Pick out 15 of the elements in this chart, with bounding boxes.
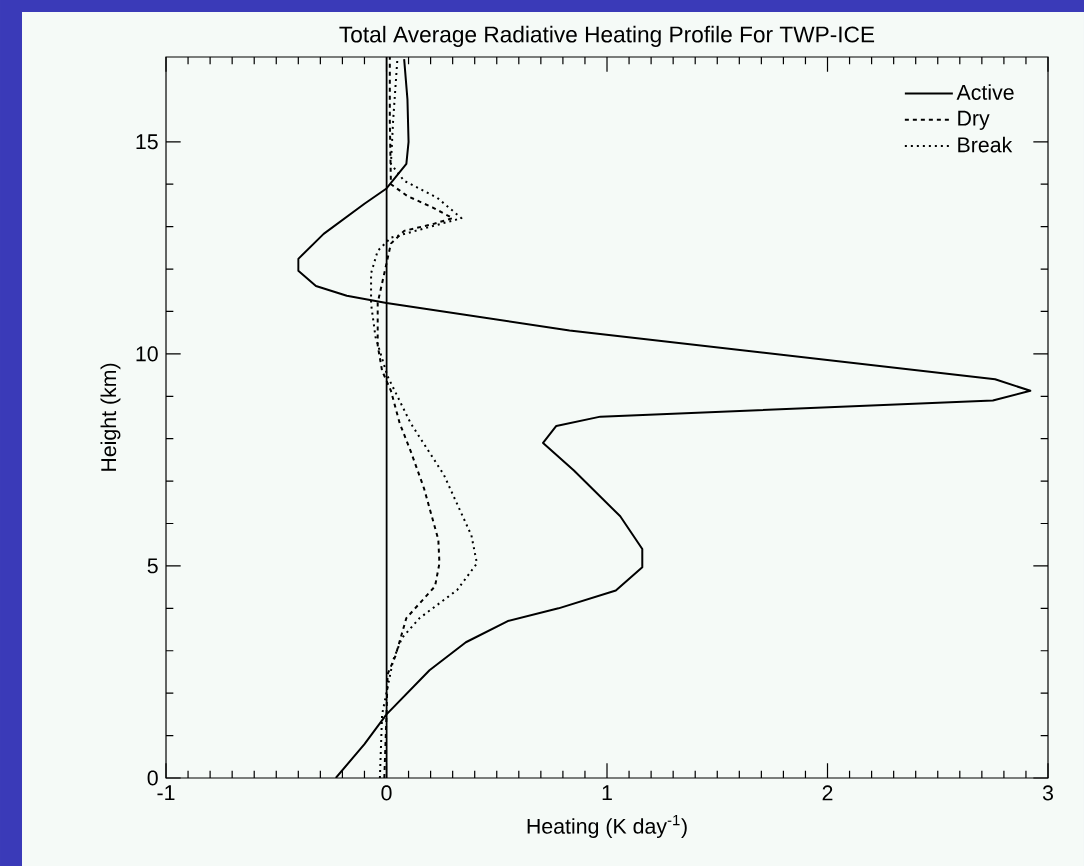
y-tick-label: 0 (147, 770, 158, 786)
y-tick-label: 10 (136, 346, 158, 362)
x-tick-label: 1 (602, 785, 612, 801)
y-tick-label: 15 (136, 134, 158, 150)
x-tick-label: 0 (381, 785, 392, 801)
x-tick-label: 2 (822, 785, 833, 801)
x-tick-label: -1 (157, 785, 175, 801)
y-axis-title: Height (km) (100, 363, 121, 471)
chart-title: Total Average Radiative Heating Profile For TWP-ICE (339, 25, 875, 47)
legend-label: Dry (958, 110, 990, 130)
x-axis-title: Heating (K day$^{-1}$) (527, 814, 687, 839)
x-tick-label: 3 (1042, 785, 1053, 801)
y-tick-label: 5 (147, 558, 158, 574)
legend-label: Active (956, 84, 1014, 100)
legend-label: Break (958, 136, 1013, 153)
